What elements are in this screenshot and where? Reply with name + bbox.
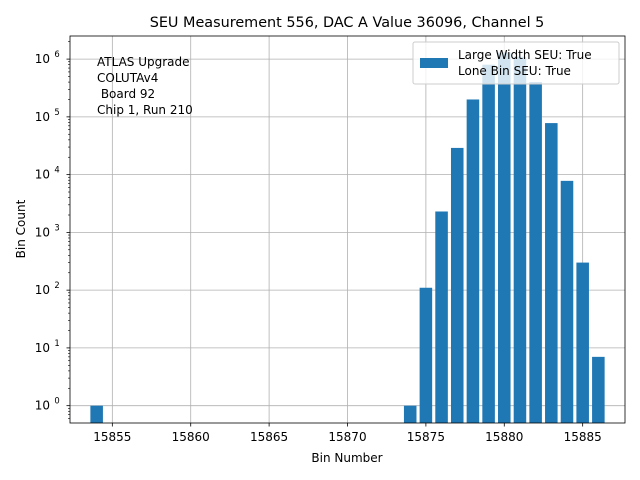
y-tick-exponent: 6 [54,49,59,59]
annotation-line-2: COLUTAv4 [97,71,158,85]
y-tick-base: 10 [35,283,50,297]
y-tick-label: 10 [35,341,50,355]
x-tick-label: 15875 [407,430,445,444]
y-tick-exponent: 3 [54,222,59,232]
y-tick-base: 10 [35,399,50,413]
bar [529,82,542,423]
x-axis-label: Bin Number [311,451,382,465]
legend: Large Width SEU: True Lone Bin SEU: True [412,41,620,85]
y-axis-label: Bin Count [14,199,28,258]
x-tick-label: 15870 [328,430,366,444]
y-tick-exponent: 5 [54,107,59,117]
y-tick-label: 10 [35,399,50,413]
annotation-line-1: ATLAS Upgrade [97,55,190,69]
y-tick-base: 10 [35,341,50,355]
bar [403,405,417,423]
bars [90,52,605,424]
bar [498,52,511,423]
x-tick-label: 15880 [485,430,523,444]
chart-title: SEU Measurement 556, DAC A Value 36096, … [150,15,545,31]
legend-label-2: Lone Bin SEU: True [458,64,571,78]
annotation-block: ATLAS Upgrade COLUTAv4 Board 92 Chip 1, … [97,55,193,117]
y-tick-exponent: 2 [54,280,59,290]
bar [90,405,103,423]
y-tick-exponent: 4 [54,165,59,175]
y-tick-exponent: 1 [54,338,59,348]
y-tick-label: 10 [35,225,50,239]
bar [482,64,495,423]
y-tick-base: 10 [35,225,50,239]
bar [592,356,605,423]
bar [450,147,464,423]
y-tick-base: 10 [35,168,50,182]
bar [560,180,574,423]
legend-box [412,41,620,85]
bar [435,211,448,423]
bar [466,99,480,424]
bar [419,287,433,423]
y-tick-exponent: 0 [54,396,59,406]
annotation-line-3: Board 92 [97,87,155,101]
x-tick-label: 15855 [93,430,131,444]
x-axis-ticks: 15855 15860 15865 15870 15875 15880 15885 [93,423,602,444]
x-tick-label: 15860 [172,430,210,444]
legend-label-1: Large Width SEU: True [458,48,592,62]
y-tick-label: 10 [35,168,50,182]
y-axis-ticks: 10 0 10 1 10 2 10 3 10 4 10 5 10 6 [35,41,70,419]
bar [576,262,589,423]
y-tick-label: 10 [35,283,50,297]
y-tick-label: 10 [35,52,50,66]
y-tick-label: 10 [35,110,50,124]
legend-swatch [420,58,448,68]
plot-area [69,35,626,424]
bar [513,56,527,423]
y-tick-base: 10 [35,52,50,66]
x-tick-label: 15885 [564,430,602,444]
bar [545,123,558,423]
annotation-line-4: Chip 1, Run 210 [97,103,193,117]
y-tick-base: 10 [35,110,50,124]
x-tick-label: 15865 [250,430,288,444]
